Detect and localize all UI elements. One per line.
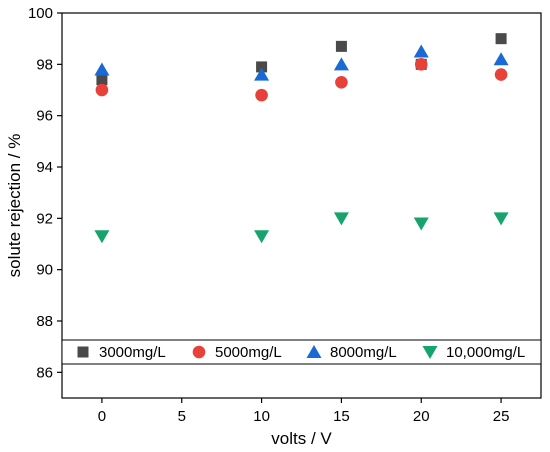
legend: 3000mg/L 5000mg/L 8000mg/L 10,000mg/L — [61, 339, 542, 365]
data-point-series-2 — [255, 88, 268, 102]
data-point-series-3 — [333, 57, 349, 71]
data-point-series-3 — [254, 67, 270, 81]
y-tick-label: 90 — [36, 262, 53, 279]
data-point-series-4 — [493, 212, 509, 226]
x-axis-title: volts / V — [271, 429, 332, 448]
y-tick-label: 94 — [36, 159, 53, 176]
y-axis-title: solute rejection / % — [5, 134, 24, 278]
data-points — [94, 33, 509, 244]
x-tick-label: 0 — [98, 408, 106, 425]
legend-label: 5000mg/L — [215, 344, 282, 361]
legend-box — [61, 339, 542, 365]
data-point-series-4 — [94, 230, 110, 244]
x-tick-label: 5 — [178, 408, 186, 425]
x-tick-label: 15 — [333, 408, 350, 425]
data-point-series-4 — [254, 230, 270, 244]
data-point-series-3 — [94, 62, 110, 76]
data-point-series-4 — [333, 212, 349, 226]
legend-marker — [77, 346, 89, 358]
legend-marker — [422, 346, 438, 359]
legend-label: 8000mg/L — [330, 344, 397, 361]
x-tick-label: 25 — [493, 408, 510, 425]
data-point-series-3 — [493, 52, 509, 66]
data-point-series-1 — [256, 61, 268, 73]
plot-area-frame — [61, 12, 542, 399]
data-point-series-4 — [413, 217, 429, 231]
data-point-series-2 — [414, 58, 428, 71]
legend-marker — [192, 345, 206, 359]
y-tick-label: 92 — [36, 210, 53, 227]
data-point-series-2 — [494, 68, 508, 81]
legend-label: 3000mg/L — [99, 344, 166, 361]
y-tick-label: 98 — [36, 56, 53, 73]
data-point-series-3 — [413, 44, 429, 58]
y-tick-label: 88 — [36, 313, 53, 330]
data-point-series-2 — [95, 83, 109, 97]
y-tick-label: 96 — [36, 108, 53, 125]
y-tick-label: 100 — [28, 5, 53, 22]
legend-marker — [306, 345, 322, 358]
legend-label: 10,000mg/L — [446, 344, 525, 361]
x-tick-label: 20 — [413, 408, 430, 425]
data-point-series-1 — [335, 40, 347, 52]
axis-ticks: 0 5 10 15 20 25 86 88 90 92 94 96 98 100 — [28, 5, 509, 425]
data-point-series-1 — [96, 74, 108, 86]
x-tick-label: 10 — [253, 408, 270, 425]
y-tick-label: 86 — [36, 364, 53, 381]
data-point-series-2 — [335, 76, 348, 89]
data-point-series-1 — [495, 33, 507, 45]
